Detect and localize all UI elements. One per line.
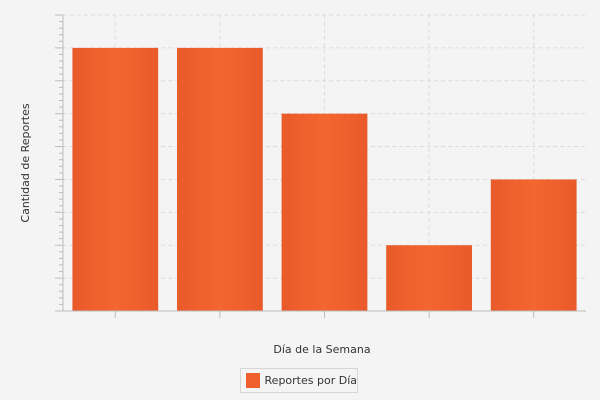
x-axis-label: Día de la Semana [273, 343, 370, 356]
bar [72, 47, 159, 312]
y-axis-label: Cantidad de Reportes [19, 103, 32, 222]
legend-label: Reportes por Día [264, 374, 357, 387]
axes [55, 14, 586, 318]
bar [281, 113, 368, 312]
legend-swatch [246, 373, 260, 388]
bars [72, 47, 577, 312]
bar [177, 47, 263, 312]
bar [490, 179, 577, 311]
legend: Reportes por Día [240, 368, 358, 393]
bar [386, 245, 472, 311]
